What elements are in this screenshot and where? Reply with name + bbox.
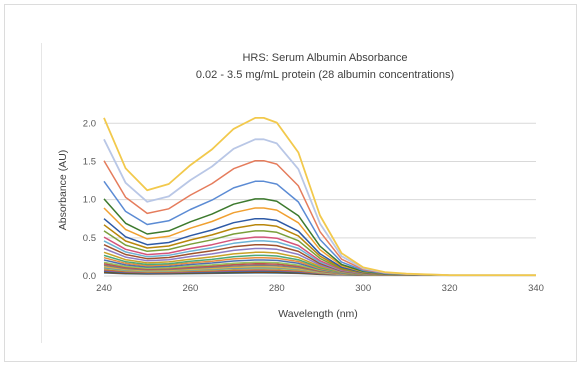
x-tick-label: 280 — [269, 283, 285, 294]
x-tick-label: 260 — [182, 283, 198, 294]
series-line-1 — [103, 117, 536, 277]
series-lines — [103, 117, 536, 277]
y-tick-label: 1.0 — [83, 195, 96, 206]
chart-frame — [4, 4, 577, 362]
y-tick-label: 1.5 — [83, 156, 96, 167]
x-axis-ticks: 240 260 280 300 320 340 — [96, 283, 544, 294]
x-tick-label: 320 — [442, 283, 458, 294]
x-tick-label: 240 — [96, 283, 112, 294]
y-tick-label: 0.0 — [83, 271, 96, 282]
chart-subtitle: 0.02 - 3.5 mg/mL protein (28 albumin con… — [196, 69, 454, 81]
plot-area-divider — [41, 43, 42, 343]
x-tick-label: 300 — [355, 283, 371, 294]
x-axis-title: Wavelength (nm) — [278, 308, 358, 320]
x-tick-label: 340 — [528, 283, 544, 294]
chart-title: HRS: Serum Albumin Absorbance — [242, 52, 407, 64]
y-axis-title: Absorbance (AU) — [57, 150, 69, 231]
y-tick-label: 2.0 — [83, 118, 96, 129]
y-tick-label: 0.5 — [83, 233, 96, 244]
y-axis-ticks: 0.0 0.5 1.0 1.5 2.0 — [83, 118, 96, 282]
